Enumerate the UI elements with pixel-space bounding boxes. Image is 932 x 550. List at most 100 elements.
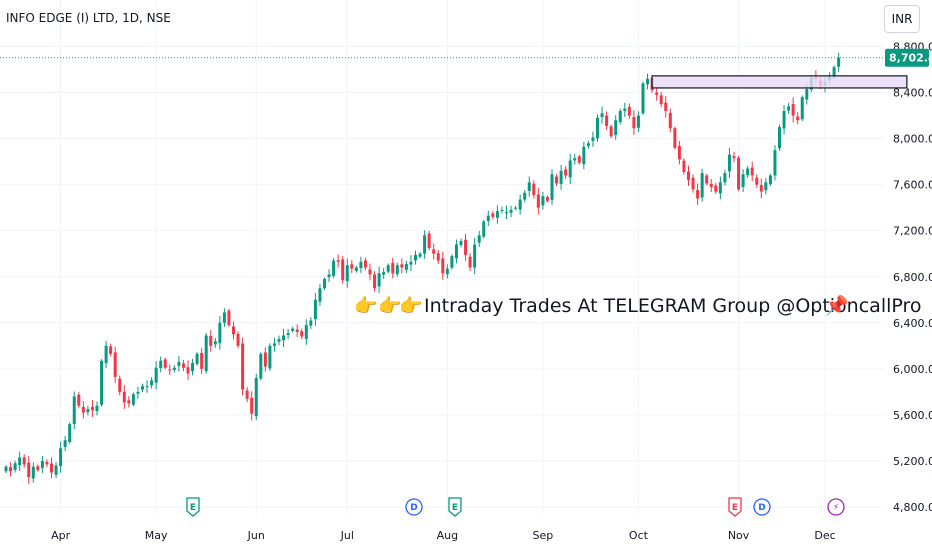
candle-body (450, 256, 454, 268)
candle-body (232, 326, 235, 335)
y-tick-label: 8,000.00 (893, 133, 932, 146)
candle-body (100, 360, 104, 405)
candle-body (213, 341, 217, 345)
candle-body (282, 335, 286, 341)
candle-body (441, 258, 445, 274)
grid-lines (0, 0, 884, 515)
candle-body (22, 457, 26, 465)
x-tick-label: Aug (437, 529, 458, 542)
candle-body (245, 390, 249, 399)
candle-body (323, 279, 326, 289)
candle-body (773, 150, 777, 176)
candle-body (673, 128, 677, 148)
dividend-marker-label: D (410, 503, 417, 513)
candle-body (477, 235, 481, 243)
candle-body (596, 117, 599, 139)
event-markers: E D E E D ⚡ (186, 497, 845, 517)
candle-body (236, 333, 240, 346)
candle-body (309, 320, 313, 326)
candle-body (545, 197, 549, 201)
candle-body (423, 235, 427, 254)
last-price-label-bg (885, 48, 929, 67)
candle-body (313, 299, 317, 320)
candle-body (500, 209, 504, 211)
candle-body (63, 440, 67, 447)
candle-body (95, 405, 99, 412)
candle-body (705, 175, 709, 184)
last-price-label: 8,702.40 (889, 52, 932, 65)
candle-body (72, 396, 76, 425)
candle-body (627, 106, 631, 116)
candle-body (709, 183, 713, 187)
dividend-marker-label: D (758, 503, 765, 513)
candle-body (195, 353, 199, 365)
candle-body (505, 212, 508, 214)
candle-body (527, 182, 531, 191)
candle-body (550, 174, 554, 200)
candle-body (432, 249, 436, 254)
candle-body (659, 95, 663, 105)
candle-body (646, 78, 650, 85)
candle-body (227, 310, 231, 326)
candlestick-series (4, 52, 841, 484)
candle-body (363, 260, 367, 268)
candle-body (400, 264, 404, 268)
candle-body (796, 116, 800, 121)
candle-body (445, 268, 449, 275)
candle-body (677, 145, 681, 160)
candle-body (791, 104, 795, 116)
candle-body (304, 325, 308, 339)
candle-body (118, 378, 122, 392)
candle-body (787, 106, 791, 111)
candle-body (623, 108, 627, 111)
candle-body (591, 137, 595, 141)
candle-body (636, 115, 640, 128)
y-tick-label: 5,600.00 (893, 409, 932, 422)
candle-body (27, 462, 31, 478)
candle-body (90, 406, 94, 411)
x-tick-label: Apr (51, 529, 71, 542)
candle-body (172, 367, 176, 371)
candle-body (536, 194, 540, 208)
candle-body (691, 177, 695, 190)
zone-box (651, 75, 908, 89)
candle-body (723, 173, 727, 183)
candle-body (131, 394, 135, 405)
candle-body (286, 333, 290, 336)
candle-body (241, 343, 245, 390)
x-tick-label: Sep (533, 529, 554, 542)
candle-body (577, 156, 581, 163)
candle-body (778, 127, 781, 149)
candle-body (59, 448, 63, 467)
candle-body (641, 83, 645, 114)
candle-body (200, 352, 204, 369)
candle-body (741, 174, 745, 187)
resistance-zone (651, 75, 908, 89)
candle-body (291, 328, 295, 331)
candle-body (687, 171, 690, 181)
candle-body (254, 378, 258, 417)
last-price-line: 8,702.40 (0, 48, 932, 67)
candle-body (191, 363, 195, 372)
hand-emoji-2: 👉 (378, 295, 402, 317)
candle-body (495, 211, 499, 218)
candle-body (259, 353, 263, 379)
dividend-marker-shape (405, 498, 423, 516)
candle-body (391, 262, 395, 274)
candle-body (668, 112, 672, 129)
candle-body (36, 466, 40, 471)
candle-body (4, 466, 8, 472)
earnings-marker-shape (186, 497, 200, 517)
candle-body (414, 254, 417, 261)
currency-button[interactable]: INR (884, 5, 920, 33)
candle-body (482, 221, 486, 237)
candle-body (263, 352, 267, 367)
candle-body (350, 264, 354, 269)
candle-body (459, 241, 463, 245)
candle-body (573, 158, 577, 161)
candle-body (163, 359, 167, 368)
hand-emoji-3: 👉 (399, 295, 423, 317)
candle-body (805, 89, 809, 100)
candle-body (122, 391, 126, 403)
